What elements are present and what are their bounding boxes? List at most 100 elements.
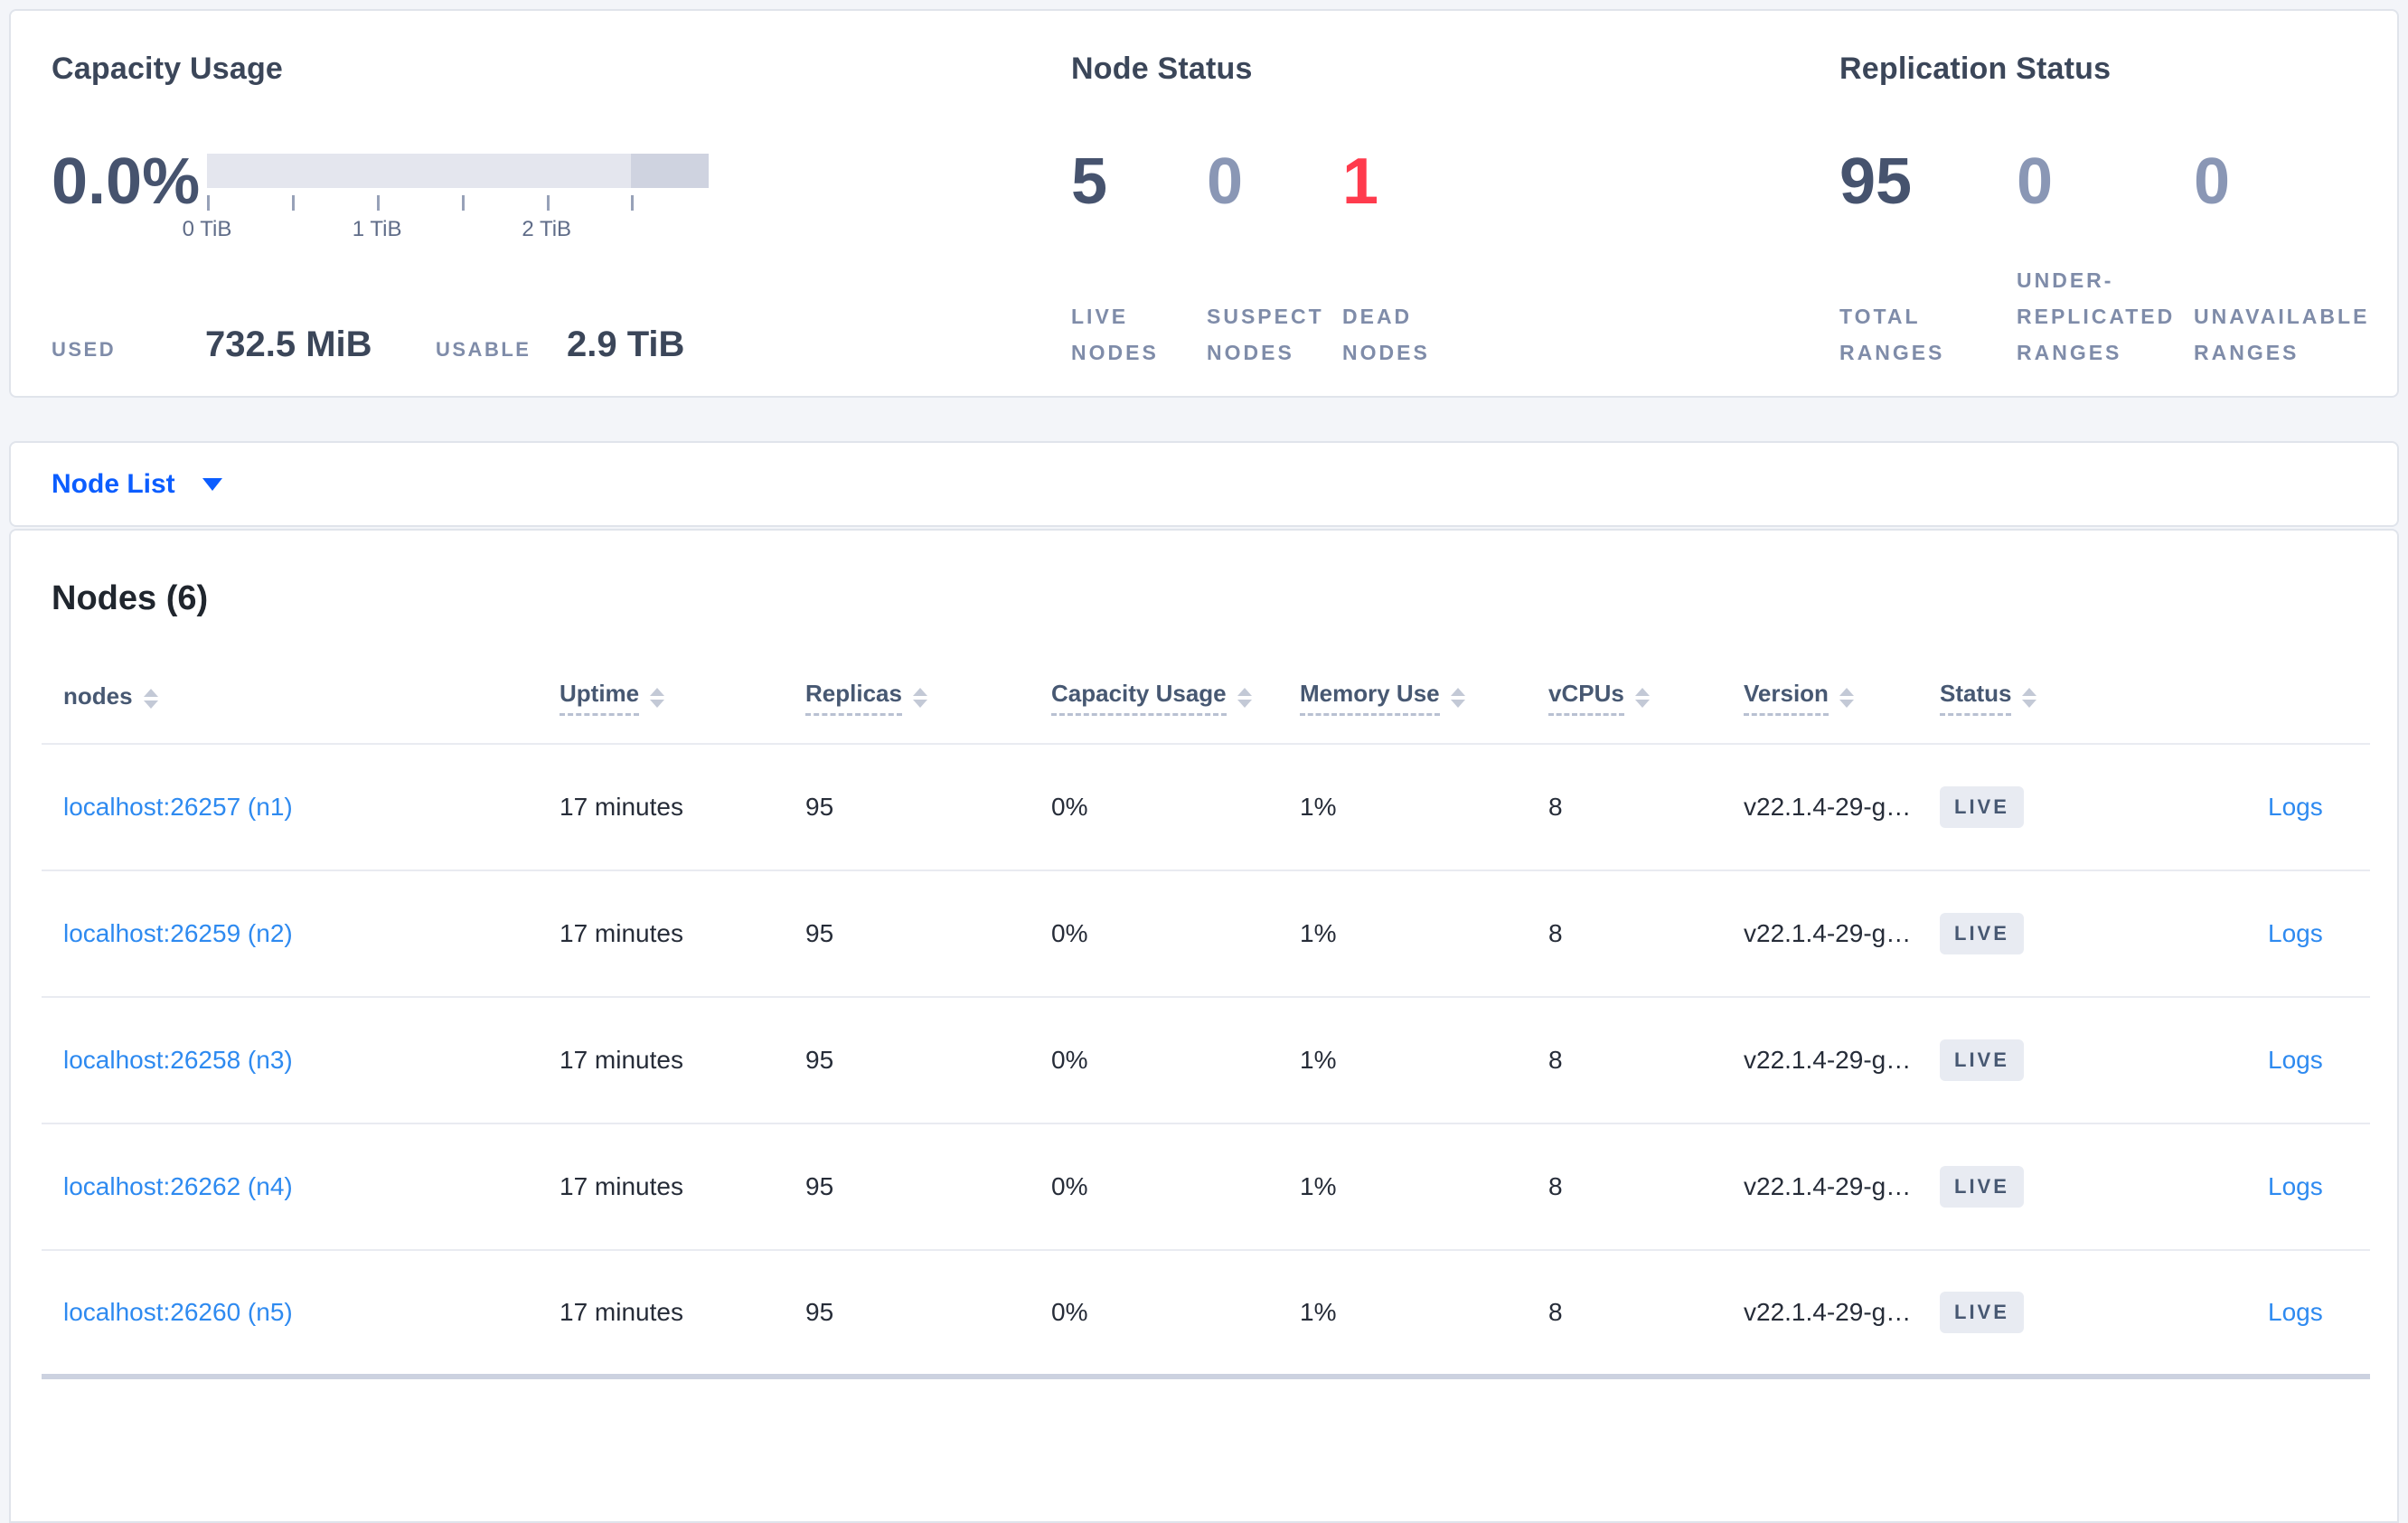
sort-icon [1634, 687, 1650, 708]
used-value: 732.5 MiB [205, 324, 372, 364]
sort-icon [1237, 687, 1252, 708]
memory-use-cell: 1% [1300, 744, 1548, 871]
logs-link[interactable]: Logs [2268, 793, 2323, 821]
capacity-usage-cell: 0% [1051, 1123, 1300, 1251]
node-status-values: 5 0 1 [1071, 146, 1478, 217]
column-header-vcpus[interactable]: vCPUs [1548, 619, 1744, 745]
node-status-labels: LIVE NODES SUSPECT NODES DEAD NODES [1071, 298, 1478, 371]
axis-label: 2 TiB [522, 217, 572, 241]
capacity-bar [207, 154, 709, 188]
sort-icon [650, 687, 665, 708]
node-list-dropdown[interactable]: Node List [52, 469, 222, 500]
node-link[interactable]: localhost:26260 (n5) [63, 1298, 293, 1326]
version-cell: v22.1.4-29-g… [1744, 1123, 1940, 1251]
capacity-axis-ticks [207, 195, 709, 212]
uptime-cell: 17 minutes [560, 744, 805, 871]
sort-icon [1450, 687, 1465, 708]
replicas-cell: 95 [805, 997, 1051, 1124]
status-badge: LIVE [1940, 1292, 2024, 1333]
capacity-bar-reserved-segment [630, 154, 709, 188]
version-cell: v22.1.4-29-g… [1744, 744, 1940, 871]
table-row: localhost:26262 (n4) 17 minutes 95 0% 1%… [42, 1123, 2370, 1251]
column-header-memory-use[interactable]: Memory Use [1300, 619, 1548, 745]
uptime-cell: 17 minutes [560, 870, 805, 998]
nodes-panel: Nodes (6) nodes Uptime [9, 529, 2399, 1523]
status-badge: LIVE [1940, 913, 2024, 954]
node-link[interactable]: localhost:26259 (n2) [63, 919, 293, 947]
replication-status-section: Replication Status 95 0 0 TOTAL RANGES U… [1839, 49, 2400, 371]
node-status-title: Node Status [1071, 52, 1253, 86]
table-row: localhost:26257 (n1) 17 minutes 95 0% 1%… [42, 744, 2370, 871]
sort-icon [1839, 687, 1854, 708]
nodes-table: nodes Uptime Replicas [42, 619, 2370, 1379]
version-cell: v22.1.4-29-g… [1744, 997, 1940, 1124]
uptime-cell: 17 minutes [560, 1250, 805, 1379]
logs-link[interactable]: Logs [2268, 1298, 2323, 1326]
vcpus-cell: 8 [1548, 1123, 1744, 1251]
vcpus-cell: 8 [1548, 997, 1744, 1124]
usable-value: 2.9 TiB [567, 324, 685, 364]
node-link[interactable]: localhost:26258 (n3) [63, 1046, 293, 1074]
column-header-nodes[interactable]: nodes [42, 619, 560, 745]
usable-label: USABLE [436, 338, 531, 361]
total-ranges-count: 95 [1839, 146, 1913, 218]
suspect-nodes-count: 0 [1207, 146, 1244, 218]
capacity-usage-title: Capacity Usage [52, 52, 284, 86]
unavailable-ranges-label: UNAVAILABLE RANGES [2194, 305, 2370, 364]
uptime-cell: 17 minutes [560, 997, 805, 1124]
column-header-capacity-usage[interactable]: Capacity Usage [1051, 619, 1300, 745]
table-row: localhost:26260 (n5) 17 minutes 95 0% 1%… [42, 1250, 2370, 1379]
view-selector-bar: Node List [9, 441, 2399, 527]
logs-link[interactable]: Logs [2268, 1046, 2323, 1074]
memory-use-cell: 1% [1300, 1123, 1548, 1251]
memory-use-cell: 1% [1300, 997, 1548, 1124]
capacity-usage-cell: 0% [1051, 997, 1300, 1124]
nodes-heading: Nodes (6) [52, 579, 209, 617]
table-row: localhost:26259 (n2) 17 minutes 95 0% 1%… [42, 870, 2370, 998]
logs-link[interactable]: Logs [2268, 919, 2323, 947]
column-header-logs [2268, 619, 2370, 745]
axis-label: 0 TiB [182, 217, 232, 241]
replicas-cell: 95 [805, 744, 1051, 871]
total-ranges-label: TOTAL RANGES [1839, 305, 1945, 364]
unavailable-ranges-count: 0 [2194, 146, 2231, 218]
chevron-down-icon [202, 477, 222, 491]
under-replicated-ranges-count: 0 [2017, 146, 2054, 218]
replicas-cell: 95 [805, 870, 1051, 998]
node-link[interactable]: localhost:26262 (n4) [63, 1172, 293, 1200]
replicas-cell: 95 [805, 1123, 1051, 1251]
replication-labels: TOTAL RANGES UNDER-REPLICATED RANGES UNA… [1839, 262, 2371, 371]
column-header-replicas[interactable]: Replicas [805, 619, 1051, 745]
status-badge: LIVE [1940, 1166, 2024, 1208]
vcpus-cell: 8 [1548, 1250, 1744, 1379]
capacity-usage-cell: 0% [1051, 870, 1300, 998]
column-header-uptime[interactable]: Uptime [560, 619, 805, 745]
capacity-bar-chart: 0 TiB 1 TiB 2 TiB [183, 154, 709, 244]
replication-status-title: Replication Status [1839, 52, 2112, 86]
under-replicated-ranges-label: UNDER-REPLICATED RANGES [2017, 268, 2176, 364]
vcpus-cell: 8 [1548, 870, 1744, 998]
memory-use-cell: 1% [1300, 870, 1548, 998]
live-nodes-count: 5 [1071, 146, 1108, 218]
table-header-row: nodes Uptime Replicas [42, 619, 2370, 745]
used-label: USED [52, 338, 117, 361]
vcpus-cell: 8 [1548, 744, 1744, 871]
capacity-used-usable: USED 732.5 MiB USABLE 2.9 TiB [52, 324, 684, 365]
sort-icon [2022, 687, 2037, 708]
node-link[interactable]: localhost:26257 (n1) [63, 793, 293, 821]
table-row: localhost:26258 (n3) 17 minutes 95 0% 1%… [42, 997, 2370, 1124]
suspect-nodes-label: SUSPECT NODES [1207, 305, 1324, 364]
capacity-used-percent: 0.0% [52, 146, 201, 218]
node-list-dropdown-label: Node List [52, 468, 175, 499]
status-badge: LIVE [1940, 786, 2024, 828]
live-nodes-label: LIVE NODES [1071, 305, 1159, 364]
memory-use-cell: 1% [1300, 1250, 1548, 1379]
version-cell: v22.1.4-29-g… [1744, 870, 1940, 998]
sort-icon [912, 687, 927, 708]
status-badge: LIVE [1940, 1039, 2024, 1081]
replication-values: 95 0 0 [1839, 146, 2371, 217]
capacity-usage-cell: 0% [1051, 744, 1300, 871]
logs-link[interactable]: Logs [2268, 1172, 2323, 1200]
column-header-status[interactable]: Status [1940, 619, 2268, 745]
column-header-version[interactable]: Version [1744, 619, 1940, 745]
